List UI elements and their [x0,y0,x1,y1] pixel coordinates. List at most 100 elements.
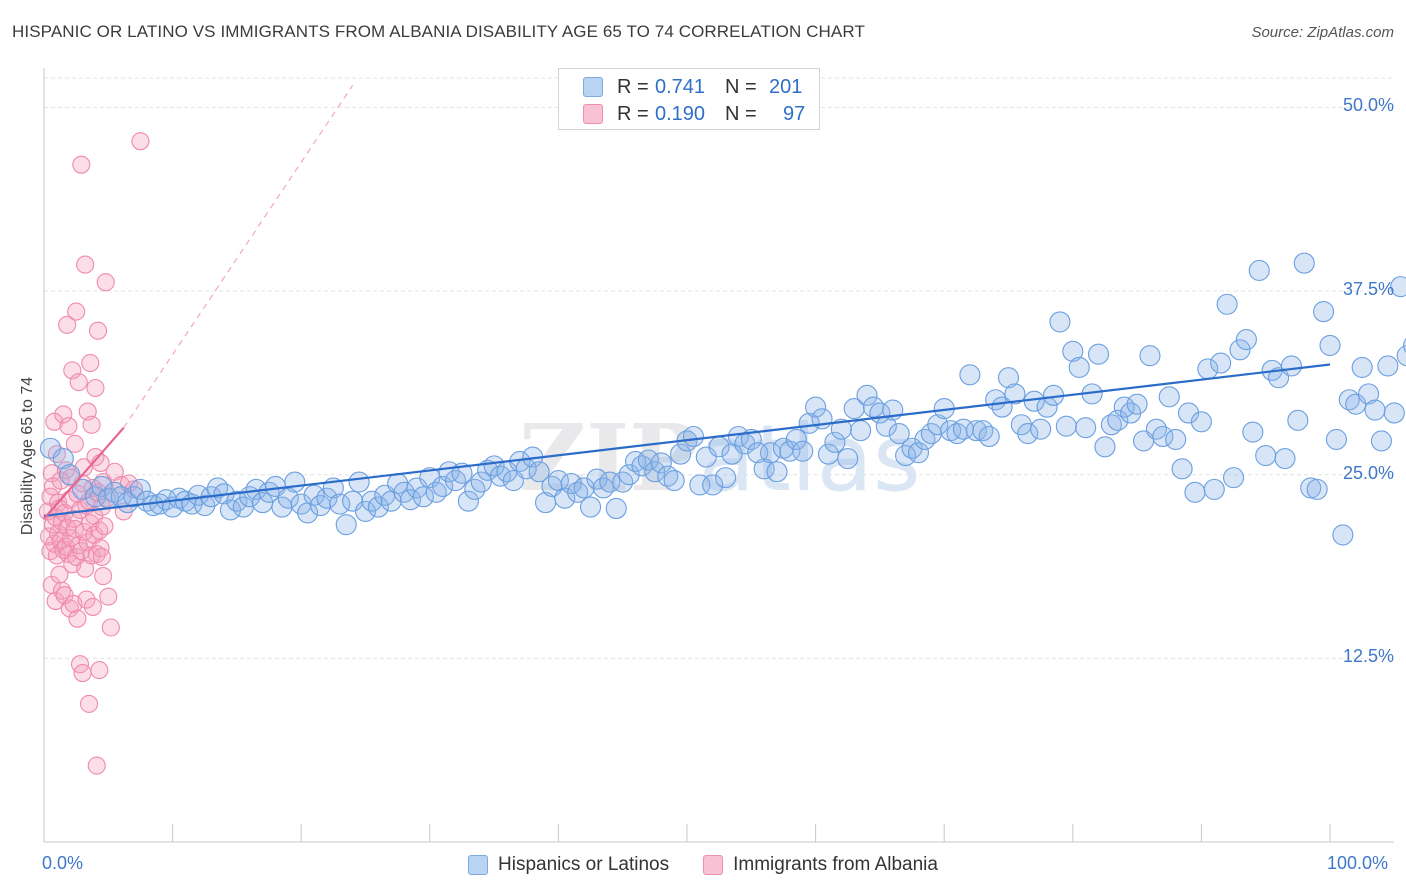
hispanic-point [599,471,621,493]
hispanic-point [830,418,852,440]
albania-point [76,255,95,274]
albania-point [72,155,91,174]
x-tick-label-max: 100.0% [1327,853,1389,873]
albania-points [38,132,150,775]
hispanic-point [1383,402,1405,424]
legend-item-hispanic[interactable]: Hispanics or Latinos [468,854,669,876]
hispanic-point [303,484,325,506]
legend-item-albania[interactable]: Immigrants from Albania [703,854,938,876]
hispanic-point [1306,478,1328,500]
hispanic-point [965,420,987,442]
hispanic-point [740,428,762,450]
hispanic-point [1068,356,1090,378]
albania-point [99,587,118,606]
albania-point [86,448,105,467]
albania-point [124,480,144,499]
albania-point [81,353,100,373]
trend-lines [43,85,1331,520]
hispanic-point [682,425,704,448]
hispanic-point [1203,478,1225,500]
albania-point [131,132,150,151]
hispanic-point [1113,396,1135,418]
albania-point [58,315,77,334]
albania-point [92,547,111,567]
hispanic-point [1094,436,1116,458]
hispanic-point [412,486,434,508]
albania-point [68,609,87,628]
hispanic-point [837,447,859,470]
hispanic-point [528,461,550,483]
hispanic-point [329,493,351,515]
y-tick-label: 25.0% [1342,462,1394,483]
hispanic-point [650,452,672,474]
hispanic-point [207,477,229,499]
y-tick-label: 37.5% [1342,279,1394,300]
hispanic-point [1087,343,1110,365]
hispanic-point [1319,334,1341,356]
hispanic-point [1139,345,1161,367]
hispanic-point [1287,409,1309,431]
hispanic-point [579,496,602,518]
albania-point [82,415,101,434]
hispanic-point [425,481,447,503]
hispanic-point [52,447,74,470]
hispanic-point [592,477,614,499]
hispanic-point [316,487,338,509]
hispanic-point [335,514,357,536]
legend-swatch-blue [468,855,489,875]
legend-n-label: N = [725,102,757,125]
correlation-legend: R = 0.741 N = 201 R = 0.190 N = 97 [558,68,820,130]
albania-point [94,567,113,586]
hispanic-point [1055,415,1077,437]
albania-point [72,542,91,561]
hispanic-point [457,490,479,512]
hispanic-point [1242,421,1264,443]
hispanic-point [779,440,801,462]
albania-point [63,361,82,380]
hispanic-point [1332,524,1354,546]
albania-point [79,694,99,713]
albania-point [67,302,86,321]
albania-point [101,618,120,637]
albania-trend-line [43,426,125,520]
hispanic-point [1300,477,1322,499]
hispanic-point [1017,423,1039,445]
hispanic-trend-line [43,363,1331,517]
hispanic-point [1158,386,1180,408]
hispanic-point [997,367,1020,389]
albania-point [83,597,102,616]
hispanic-point [670,443,692,465]
hispanic-point [715,467,737,489]
grid-lines [44,77,1394,659]
hispanic-point [760,442,782,464]
hispanic-point [1171,458,1193,480]
albania-point [54,405,73,424]
hispanic-point [1255,445,1277,467]
legend-r-value: 0.741 [655,75,706,98]
hispanic-point [843,398,865,420]
albania-point [88,321,108,340]
hispanic-point [663,470,685,492]
hispanic-point [1075,417,1097,439]
y-tick-label: 12.5% [1342,646,1394,667]
hispanic-point [1364,399,1386,421]
hispanic-point [1377,355,1399,377]
legend-swatch-pink [583,104,603,124]
albania-point [65,434,84,453]
hispanic-point [1313,301,1335,323]
hispanic-point [972,420,994,442]
hispanic-point [914,428,936,450]
hispanic-point [1030,418,1052,440]
hispanic-point [1223,467,1245,489]
series-legend: Hispanics or Latinos Immigrants from Alb… [0,852,1406,878]
albania-point [58,518,77,537]
hispanic-point [856,384,878,406]
albania-point [87,756,106,775]
hispanic-point [129,478,151,500]
hispanic-point [927,414,949,436]
hispanic-point [367,496,389,518]
hispanic-point [1390,276,1406,298]
albania-point [86,378,105,398]
legend-item-label: Hispanics or Latinos [498,854,670,875]
chart-title: HISPANIC OR LATINO VS IMMIGRANTS FROM AL… [12,22,865,41]
